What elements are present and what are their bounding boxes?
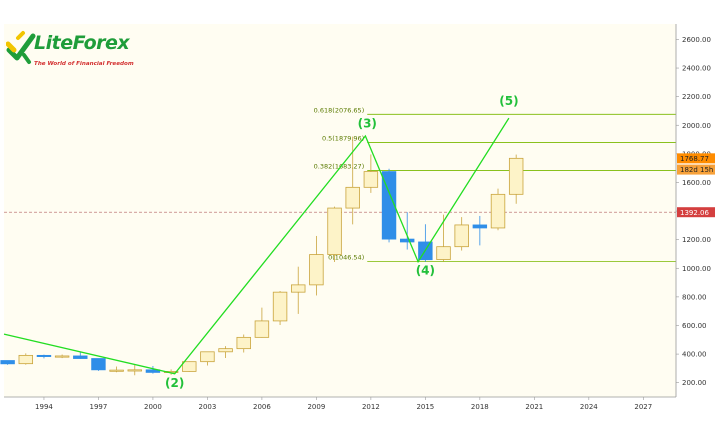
y-tick-label-1: 400.00 (682, 351, 707, 359)
candle-body-2011 (345, 186, 360, 209)
x-tick-label-8: 2018 (471, 403, 489, 411)
wave-labels: (2) (3) (4) (5) (165, 94, 519, 390)
y-tick-label-4: 1000.00 (682, 265, 711, 273)
y-tick-label-3: 800.00 (682, 293, 707, 301)
candle-body-2008 (291, 284, 306, 293)
candle-body-2009 (309, 254, 324, 286)
candle-body-1997 (91, 358, 106, 371)
candle-body-2010 (327, 207, 342, 255)
logo-name: LiteForex (34, 32, 130, 54)
candle-body-2005 (236, 336, 251, 350)
y-tick-label-2: 600.00 (682, 322, 707, 330)
y-tick-label-7: 1600.00 (682, 179, 711, 187)
wave-label-2: (2) (165, 376, 184, 390)
candle-body-2004 (218, 348, 233, 353)
candle-body-1999 (127, 369, 142, 372)
x-tick-label-4: 2006 (253, 403, 271, 411)
candle-body-1996 (73, 355, 88, 359)
wave-label-5: (5) (499, 94, 518, 108)
fib-level-label-3: 0(1046.54) (328, 254, 364, 262)
price-tag-text-0: 1768.77 (680, 155, 709, 163)
x-tick-label-1: 1997 (90, 403, 108, 411)
liteforex-logo: LiteForex The World of Financial Freedom (6, 30, 136, 74)
candle-body-2019 (490, 193, 506, 229)
candle-body-2003 (200, 351, 215, 363)
x-tick-label-7: 2015 (416, 403, 434, 411)
candle-body-2014 (399, 238, 415, 243)
candle-body-1998 (109, 369, 124, 372)
price-tag-box-2 (677, 207, 715, 218)
candle-body-1993 (18, 354, 34, 365)
candle-body-2002 (182, 361, 197, 372)
x-tick-label-6: 2012 (362, 403, 380, 411)
fib-level-label-1: 0.5(1879.96) (322, 134, 364, 142)
candle-body-2007 (272, 291, 288, 322)
y-tick-label-11: 2400.00 (682, 65, 711, 73)
elliott-wave-lines (3, 117, 510, 375)
x-tick-label-2: 2000 (144, 403, 162, 411)
liteforex-logo-icon (6, 31, 36, 64)
price-tag-text-1: 182d 15h (680, 166, 713, 174)
candle-body-2020 (508, 157, 524, 195)
y-tick-label-10: 2200.00 (682, 93, 711, 101)
candle-body-1995 (54, 355, 70, 358)
x-tick-label-9: 2021 (525, 403, 543, 411)
y-tick-label-12: 2600.00 (682, 36, 711, 44)
candle-body-2017 (454, 224, 469, 248)
price-tags: 1768.77 182d 15h 1392.06 (677, 153, 715, 218)
candle-body-1992 (0, 360, 15, 365)
candle-body-2012 (363, 171, 379, 188)
axes: 200.00400.00600.00800.001000.001200.0014… (4, 24, 711, 411)
elliott-wave-path (3, 117, 510, 375)
x-tick-label-5: 2009 (307, 403, 325, 411)
x-tick-label-0: 1994 (35, 403, 53, 411)
x-tick-label-11: 2027 (634, 403, 652, 411)
price-tag-text-2: 1392.06 (680, 209, 709, 217)
price-tag-box-0 (677, 153, 715, 164)
candle-body-2016 (436, 246, 451, 260)
fib-level-label-2: 0.382(1683.27) (314, 163, 365, 171)
y-tick-label-5: 1200.00 (682, 236, 711, 244)
candle-body-1994 (36, 354, 52, 357)
wave-label-4: (4) (416, 264, 435, 278)
price-tag-box-1 (677, 164, 715, 175)
candle-body-2000 (145, 369, 161, 373)
logo-tagline: The World of Financial Freedom (34, 61, 134, 67)
candle-body-2013 (381, 171, 397, 240)
x-tick-label-10: 2024 (580, 403, 598, 411)
x-tick-label-3: 2003 (199, 403, 217, 411)
y-tick-label-0: 200.00 (682, 379, 707, 387)
wave-label-3: (3) (358, 116, 377, 130)
candle-body-2006 (254, 320, 270, 338)
y-tick-label-9: 2000.00 (682, 122, 711, 130)
fib-level-label-0: 0.618(2076.65) (314, 106, 365, 114)
candle-body-2018 (472, 224, 488, 229)
